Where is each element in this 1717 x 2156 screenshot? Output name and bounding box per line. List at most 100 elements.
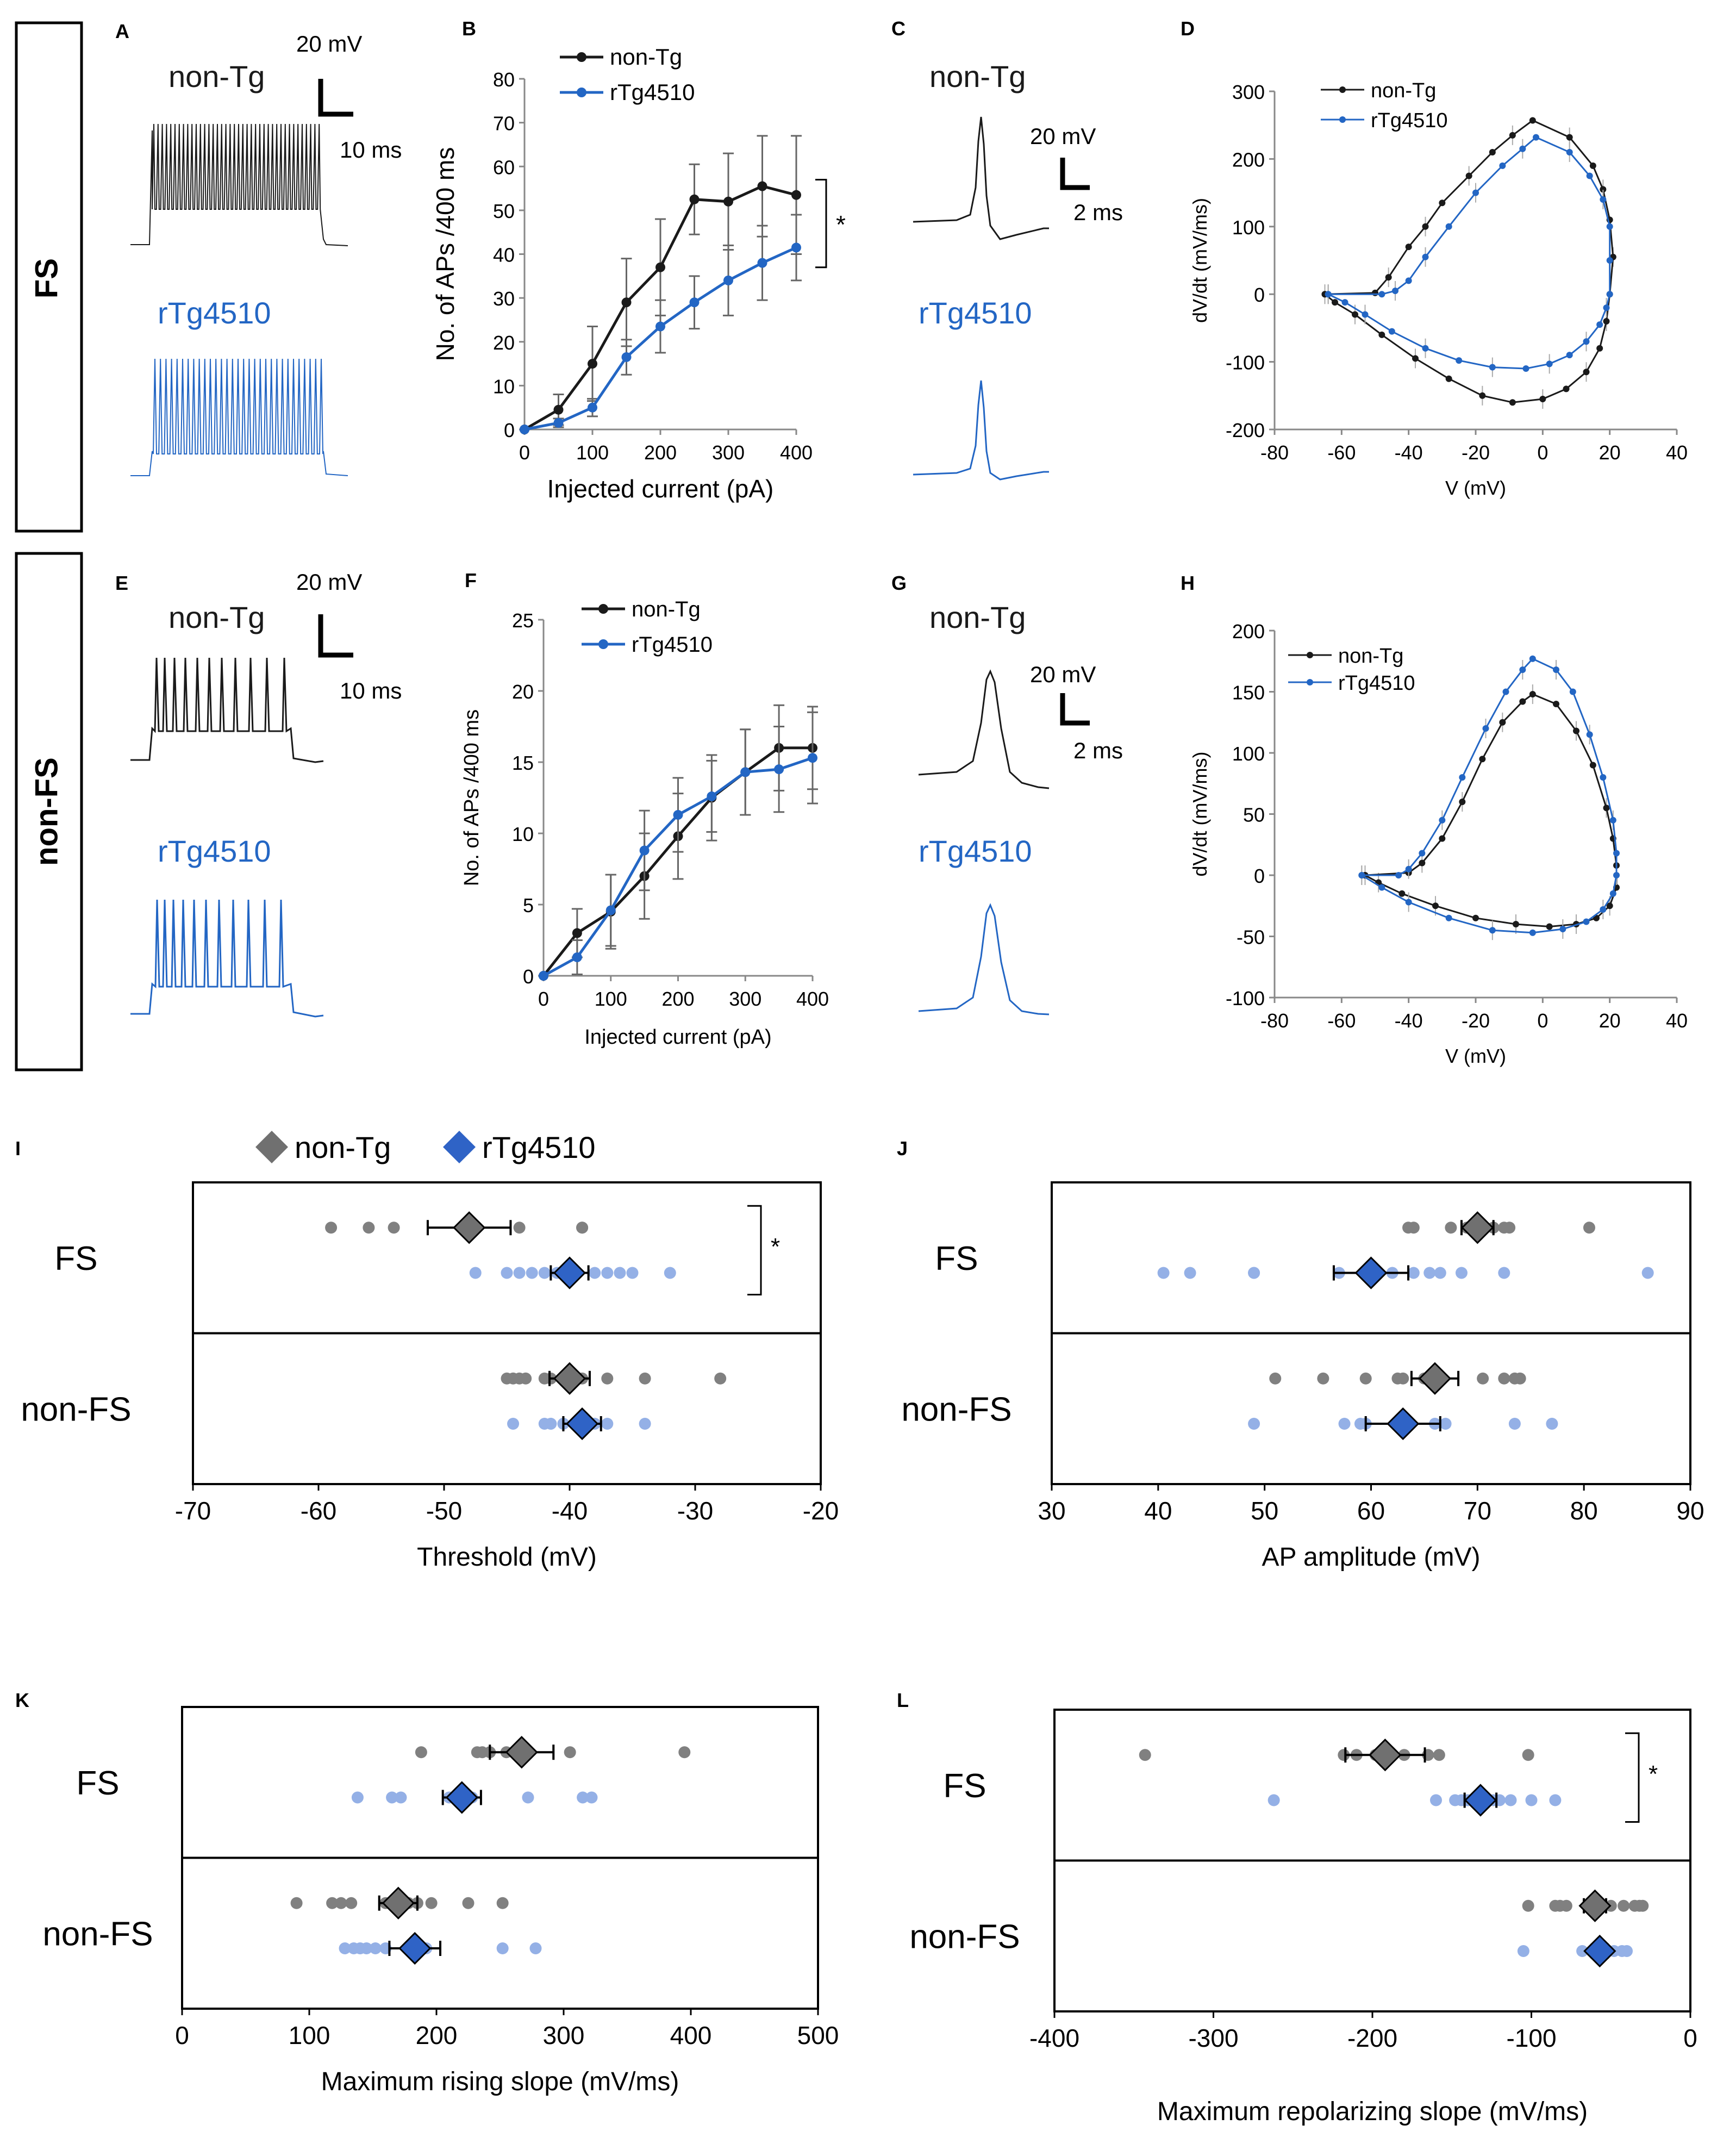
chart-h-legend-nontg-label: non-Tg xyxy=(1338,645,1403,668)
chart-h-nontg-line xyxy=(1364,693,1618,928)
chart-j-nonfs-nontg-point xyxy=(1397,1372,1409,1385)
chart-h-x-tick-label: 0 xyxy=(1537,1010,1548,1032)
chart-h-rtg-point xyxy=(1609,817,1616,824)
chart-d-legend-nontg-marker xyxy=(1339,86,1346,93)
chart-i-nonfs-rtg-point xyxy=(545,1418,557,1430)
chart-h-rtg-point xyxy=(1529,929,1536,936)
chart-i-x-tick-label: -50 xyxy=(426,1497,462,1525)
chart-h-nontg-point xyxy=(1546,923,1553,930)
chart-j-group-label-fs: FS xyxy=(935,1240,978,1278)
chart-i-fs-nontg-mean-diamond xyxy=(453,1211,486,1244)
chart-d-x-axis-label: V (mV) xyxy=(1445,477,1506,499)
chart-d-legend-nontg-label: non-Tg xyxy=(1371,79,1436,102)
chart-d-x-tick-label: -20 xyxy=(1462,441,1490,464)
chart-b-x-tick-label: 400 xyxy=(780,441,813,464)
chart-j-fs-rtg-point xyxy=(1434,1267,1446,1279)
chart-d-x-tick-label: -60 xyxy=(1327,441,1356,464)
chart-d-rtg-point xyxy=(1362,311,1369,318)
panel-letter-i: I xyxy=(15,1137,21,1160)
trace-panel-a: non-Tg rTg4510 20 mV 10 ms xyxy=(130,31,402,476)
chart-k-rising-slope: 0 100 200 300 400 500 Maximum rising slope (mV… xyxy=(42,1706,839,2096)
chart-i-nonfs-nontg-point xyxy=(601,1372,614,1385)
chart-i-nonfs-nontg-point xyxy=(520,1372,532,1385)
trace-c-nontg-label: non-Tg xyxy=(929,59,1026,94)
chart-k-fs-nontg-point xyxy=(415,1746,427,1759)
chart-k-fs-nontg-point xyxy=(564,1746,576,1759)
chart-b-y-tick-label: 20 xyxy=(493,332,515,354)
chart-i-nonfs-nontg-mean-diamond xyxy=(553,1362,586,1395)
chart-i-fs-nontg-point xyxy=(363,1222,375,1234)
chart-h-nontg-point xyxy=(1606,902,1613,909)
chart-b-x-tick-label: 0 xyxy=(519,441,530,464)
chart-k-x-tick-label: 300 xyxy=(543,2021,585,2049)
chart-h-rtg-point xyxy=(1489,927,1496,934)
chart-b-legend-rtg-marker xyxy=(577,88,586,97)
chart-b-rtg-point xyxy=(520,425,529,434)
chart-k-fs-rtg-point xyxy=(386,1791,398,1804)
chart-d-legend-rtg-marker xyxy=(1339,116,1346,123)
trace-g-rtg-label: rTg4510 xyxy=(919,834,1032,868)
chart-h-rtg-point xyxy=(1600,906,1607,913)
panel-letter-h: H xyxy=(1181,572,1195,594)
chart-d-rtg-point xyxy=(1489,364,1496,371)
chart-d-y-tick-label: -200 xyxy=(1226,419,1265,441)
chart-h-nontg-point xyxy=(1479,756,1486,763)
chart-h-rtg-point xyxy=(1609,890,1616,897)
chart-k-x-tick-label: 400 xyxy=(670,2021,712,2049)
chart-h-nontg-point xyxy=(1519,698,1526,705)
trace-g-scale-t: 2 ms xyxy=(1073,738,1123,763)
chart-b-y-axis-label: No. of APs /400 ms xyxy=(431,147,459,362)
chart-h-rtg-point xyxy=(1583,918,1590,925)
chart-k-nonfs-rtg-point xyxy=(339,1942,351,1954)
chart-d-nontg-point xyxy=(1529,117,1536,124)
chart-l-fs-rtg-point xyxy=(1504,1794,1517,1806)
chart-k-nonfs-nontg-point xyxy=(462,1897,474,1909)
chart-l-x-tick-label: -400 xyxy=(1029,2024,1079,2052)
chart-l-x-tick-label: -300 xyxy=(1188,2024,1238,2052)
chart-l-fs-nontg-point xyxy=(1139,1749,1151,1761)
chart-k-nonfs-rtg-point xyxy=(369,1942,382,1954)
chart-h-y-tick-label: 200 xyxy=(1232,620,1265,643)
chart-j-fs-rtg-point xyxy=(1455,1267,1468,1279)
trace-c-scale-v: 20 mV xyxy=(1030,123,1096,149)
row-label-nonfs-text: non-FS xyxy=(29,757,64,866)
trace-e-scale-t: 10 ms xyxy=(340,678,402,703)
chart-i-fs-rtg-point xyxy=(526,1267,538,1279)
chart-d-nontg-point xyxy=(1439,200,1446,207)
trace-a-nontg-label: non-Tg xyxy=(168,59,265,94)
chart-h-y-tick-label: -100 xyxy=(1226,987,1265,1010)
chart-d-nontg-point xyxy=(1385,274,1392,281)
chart-k-nonfs-nontg-point xyxy=(290,1897,303,1909)
chart-j-nonfs-nontg-point xyxy=(1498,1372,1510,1385)
chart-l-significance-star: * xyxy=(1649,1761,1658,1787)
row-label-fs: FS xyxy=(15,21,83,533)
chart-h-y-tick-label: 50 xyxy=(1243,804,1265,826)
chart-h-legend-rtg-marker xyxy=(1307,679,1313,686)
chart-k-fs-rtg-point xyxy=(351,1791,364,1804)
chart-d-y-tick-label: 100 xyxy=(1232,216,1265,239)
chart-d-nontg-point xyxy=(1589,162,1596,169)
chart-d-rtg-point xyxy=(1606,291,1613,298)
chart-i-nonfs-rtg-point xyxy=(507,1418,520,1430)
chart-f-y-tick-label: 25 xyxy=(512,609,534,632)
chart-l-x-tick-label: 0 xyxy=(1683,2024,1697,2052)
chart-f-x-tick-label: 200 xyxy=(661,988,694,1010)
chart-k-nonfs-nontg-point xyxy=(335,1897,347,1909)
chart-i-nonfs-rtg-mean-diamond xyxy=(565,1407,599,1441)
chart-l-nonfs-rtg-point xyxy=(1621,1945,1633,1957)
trace-e-rtg-label: rTg4510 xyxy=(158,834,271,868)
chart-f-rtg-point xyxy=(707,791,717,801)
panel-letter-e: E xyxy=(115,572,128,594)
chart-i-fs-rtg-point xyxy=(501,1267,513,1279)
chart-l-x-tick-label: -200 xyxy=(1347,2024,1397,2052)
trace-a-scale-bar xyxy=(318,79,353,117)
chart-j-x-axis-label: AP amplitude (mV) xyxy=(1262,1543,1481,1572)
chart-b-nontg-point xyxy=(757,181,767,191)
trace-c-scale-bar xyxy=(1060,158,1090,190)
chart-j-nonfs-rtg-mean-diamond xyxy=(1387,1407,1420,1441)
chart-j-nonfs-rtg-point xyxy=(1546,1418,1558,1430)
trace-g-nontg-trace xyxy=(918,669,1050,789)
chart-d-nontg-point xyxy=(1445,375,1452,382)
chart-k-x-tick-label: 0 xyxy=(175,2021,189,2049)
chart-j-fs-rtg-point xyxy=(1407,1267,1420,1279)
